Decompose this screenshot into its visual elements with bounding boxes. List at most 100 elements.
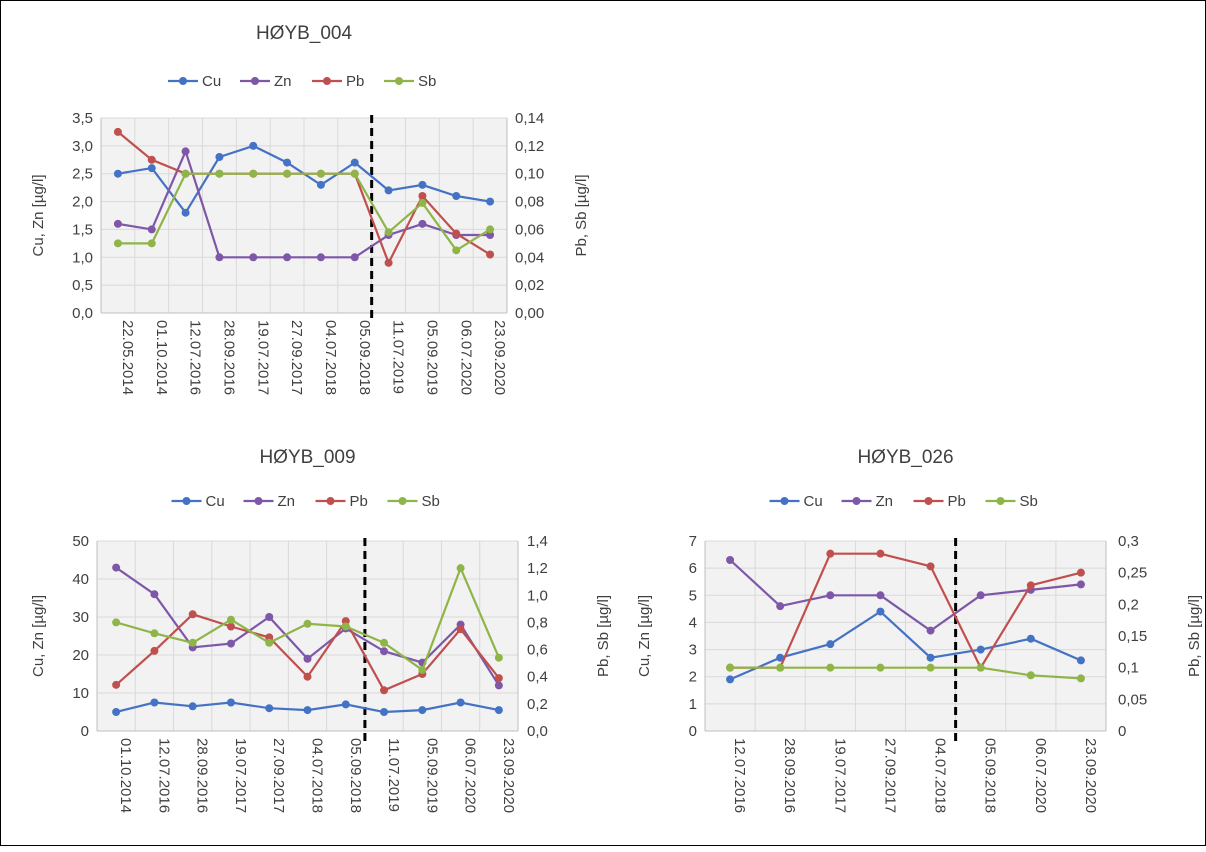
data-point-cu: [188, 702, 197, 711]
x-tick-label: 23.09.2020: [1082, 738, 1099, 813]
data-point-zn: [350, 253, 359, 262]
legend-label: Zn: [876, 493, 894, 510]
y-tick-label: 3,0: [72, 138, 93, 155]
data-point-zn: [976, 591, 985, 600]
data-point-cu: [494, 706, 503, 715]
legend-item-zn: Zn: [243, 493, 295, 510]
data-point-sb: [283, 169, 292, 178]
y2-tick-label: 0,12: [515, 138, 544, 155]
y-tick-label: 5: [689, 587, 697, 604]
chart-title: HØYB_026: [857, 447, 953, 468]
data-point-cu: [380, 708, 389, 716]
data-point-pb: [1076, 568, 1085, 577]
legend-label: Sb: [418, 73, 436, 90]
x-tick-label: 27.09.2017: [288, 320, 305, 395]
y-tick-label: 0,5: [72, 277, 93, 294]
x-tick-label: 27.09.2017: [270, 738, 287, 813]
legend-marker: [179, 77, 187, 85]
data-point-sb: [215, 169, 224, 178]
y2-tick-label: 0,05: [1118, 691, 1147, 708]
chart-1: 0,0 0,5 1,0 1,5 2,0 2,5 3,0 3,5 0,00 0,02 0,04 0,06…: [30, 23, 590, 395]
y-axis-title: Cu, Zn [µg/l]: [30, 174, 47, 256]
legend-marker: [182, 497, 191, 505]
data-point-sb: [486, 225, 495, 234]
data-point-cu: [316, 180, 325, 189]
legend-label: Sb: [422, 493, 440, 510]
legend-label: Sb: [1020, 493, 1038, 510]
data-point-zn: [249, 253, 258, 262]
legend-marker: [326, 497, 335, 505]
y2-tick-label: 0,10: [515, 166, 544, 183]
y2-tick-label: 0,2: [1118, 596, 1139, 613]
x-tick-label: 19.07.2017: [831, 738, 848, 813]
data-point-zn: [113, 219, 122, 228]
data-point-pb: [456, 625, 465, 634]
data-point-sb: [826, 663, 835, 672]
y2-axis-title: Pb, Sb [µg/l]: [1186, 595, 1203, 677]
data-point-cu: [418, 706, 427, 715]
data-point-cu: [350, 158, 359, 167]
y-tick-label: 6: [689, 560, 697, 577]
data-point-zn: [876, 591, 885, 600]
y2-tick-label: 0,02: [515, 277, 544, 294]
y-tick-label: 40: [72, 571, 89, 588]
x-tick-label: 28.09.2016: [194, 738, 211, 813]
data-point-pb: [418, 192, 427, 200]
data-point-cu: [215, 153, 224, 161]
y-tick-label: 2,0: [72, 194, 93, 211]
chart-title: HØYB_009: [259, 447, 355, 468]
data-point-sb: [113, 239, 122, 248]
y2-axis-title: Pb, Sb [µg/l]: [573, 174, 590, 256]
y-tick-label: 30: [72, 609, 89, 626]
data-point-cu: [876, 607, 885, 616]
data-point-cu: [456, 698, 465, 707]
series-line-zn: [117, 148, 491, 259]
data-point-zn: [926, 626, 935, 635]
x-tick-label: 23.09.2020: [491, 320, 508, 395]
legend-label: Cu: [804, 493, 823, 510]
x-tick-label: 19.07.2017: [232, 738, 249, 813]
data-point-pb: [826, 549, 835, 558]
chart-2: 0 10 20 30 40 50 0,0 0,2 0,4 0,6 0,8 1,0 1,2 1,4 01.10…: [30, 447, 612, 813]
data-point-sb: [726, 663, 735, 672]
data-point-sb: [494, 653, 503, 662]
legend-item-pb: Pb: [913, 493, 966, 510]
legend-item-pb: Pb: [312, 73, 364, 90]
y2-tick-label: 0,3: [1118, 533, 1139, 550]
data-point-sb: [976, 663, 985, 672]
x-tick-label: 04.07.2018: [932, 738, 949, 813]
series-line-sb: [117, 172, 491, 252]
data-point-zn: [265, 613, 274, 621]
legend-marker: [924, 497, 933, 505]
data-point-pb: [384, 258, 393, 267]
data-point-cu: [384, 186, 393, 195]
data-point-cu: [1076, 656, 1085, 665]
data-point-sb: [452, 246, 461, 255]
data-point-zn: [147, 225, 156, 234]
x-tick-label: 28.09.2016: [220, 320, 237, 395]
series-line-pb: [730, 552, 1082, 670]
x-tick-label: 01.10.2014: [153, 320, 170, 395]
data-point-pb: [150, 646, 159, 655]
legend-marker: [323, 77, 331, 85]
data-point-sb: [150, 629, 159, 638]
legend-label: Cu: [202, 73, 221, 90]
data-point-cu: [341, 700, 350, 709]
y2-tick-label: 0: [1118, 723, 1126, 740]
data-point-sb: [456, 564, 465, 573]
y-tick-label: 10: [72, 685, 89, 702]
x-tick-label: 05.09.2019: [423, 738, 440, 813]
data-point-zn: [776, 602, 785, 611]
x-tick-label: 05.09.2018: [347, 738, 364, 813]
data-point-sb: [303, 619, 312, 628]
legend-marker: [780, 497, 789, 505]
x-tick-label: 05.09.2018: [356, 320, 373, 395]
y-tick-label: 2,5: [72, 166, 93, 183]
data-point-zn: [226, 639, 235, 648]
x-tick-label: 04.07.2018: [309, 738, 326, 813]
data-point-sb: [350, 169, 359, 178]
data-point-cu: [726, 675, 735, 684]
data-point-sb: [249, 169, 258, 178]
